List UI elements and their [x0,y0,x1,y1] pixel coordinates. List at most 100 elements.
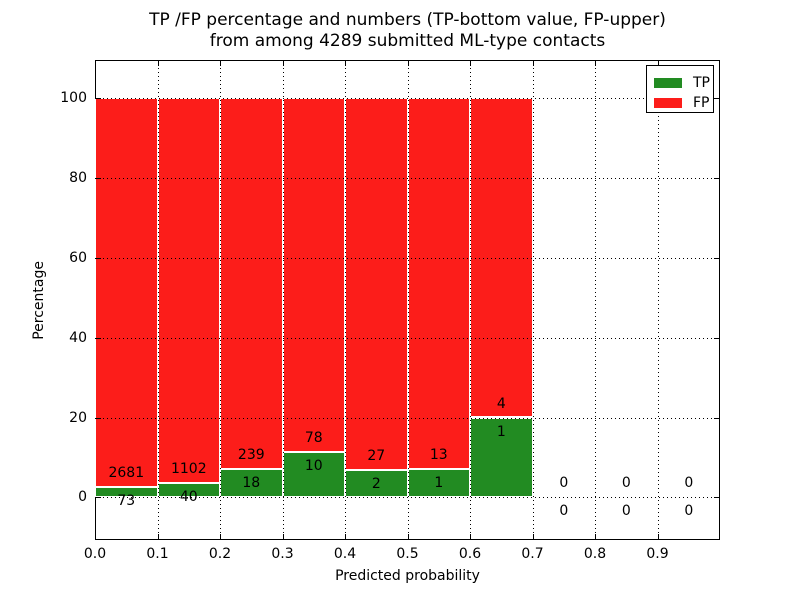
x-tick-label: 0.1 [146,546,169,562]
y-tick-mark [96,178,101,180]
x-tick-label: 0.9 [646,546,669,562]
y-tick-label: 80 [69,170,87,187]
x-tick-mark [220,61,221,66]
x-tick-mark [282,534,284,539]
x-tick-mark [470,61,471,66]
fp-count-label: 0 [559,475,569,492]
chart-title: TP /FP percentage and numbers (TP-bottom… [95,10,720,52]
tp-count-label: 1 [434,474,444,491]
fp-count-label: 4 [496,395,506,412]
x-tick-mark [657,534,659,539]
fp-bar-segment [157,98,220,484]
y-gridline [95,497,720,499]
fp-count-label: 78 [304,430,323,446]
fp-count-label: 0 [621,475,631,492]
chart-title-line1: TP /FP percentage and numbers (TP-bottom… [149,10,666,30]
x-tick-mark [345,534,346,539]
tp-count-label: 0 [684,503,694,520]
fp-bar-segment [282,98,345,452]
fp-count-label: 0 [684,475,694,492]
y-tick-mark [96,337,101,339]
x-gridline [282,60,284,540]
x-tick-mark [157,534,159,539]
tp-count-label: 10 [304,458,323,474]
x-tick-mark [282,61,284,66]
legend-entry-tp: TP [654,73,713,92]
x-tick-mark [407,534,409,539]
tp-count-label: 18 [242,475,261,492]
y-tick-label: 60 [69,249,87,266]
tp-bar-segment [220,469,283,498]
x-tick-mark [345,61,346,66]
fp-bar-segment [345,98,408,470]
tp-bar-segment [407,468,470,498]
x-tick-mark [595,61,596,66]
y-tick-mark [96,417,101,419]
legend-label-tp: TP [693,74,710,91]
chart-title-line2: from among 4289 submitted ML-type contac… [209,31,606,51]
y-axis-label: Percentage [31,260,47,340]
x-gridline [345,60,346,540]
fp-color-swatch [654,97,682,108]
x-tick-label: 0.0 [83,546,107,562]
x-tick-label: 0.4 [333,546,357,562]
x-tick-mark [407,61,409,66]
legend-label-fp: FP [693,94,710,111]
x-gridline [470,60,471,540]
y-tick-mark [714,337,719,339]
x-tick-label: 0.3 [271,546,294,562]
y-gridline [95,417,720,419]
x-gridline [220,60,221,540]
x-tick-mark [95,61,96,66]
x-gridline [532,60,534,540]
x-axis-label: Predicted probability [335,568,480,584]
x-gridline [657,60,659,540]
y-tick-mark [96,98,101,100]
y-tick-mark [714,257,719,259]
fp-count-label: 1102 [170,461,207,478]
legend-entry-fp: FP [654,93,713,112]
fp-bar-segment [220,98,283,470]
fp-count-label: 27 [367,447,386,464]
y-gridline [95,257,720,259]
fp-bar-segment [407,98,470,469]
x-tick-mark [532,534,534,539]
x-tick-mark [532,61,534,66]
tp-bar-segment [95,486,158,498]
fp-bar-segment [95,98,158,487]
x-gridline [595,60,596,540]
tp-bar-segment [345,469,408,498]
tp-color-swatch [654,77,682,88]
legend: TP FP [646,65,714,113]
tp-bar-segment [282,452,345,498]
y-gridline [95,98,720,100]
tp-count-label: 0 [621,503,631,520]
x-gridline [157,60,159,540]
y-gridline [95,337,720,339]
x-tick-mark [220,534,221,539]
y-tick-mark [714,497,719,499]
fp-count-label: 239 [237,447,265,464]
tp-count-label: 0 [559,503,569,520]
y-tick-mark [714,98,719,100]
tp-count-label: 40 [179,489,198,506]
y-tick-mark [96,257,101,259]
y-gridline [95,178,720,180]
x-tick-mark [157,61,159,66]
y-tick-mark [714,178,719,180]
y-tick-label: 100 [60,90,87,107]
x-tick-mark [595,534,596,539]
x-gridline [407,60,409,540]
x-tick-label: 0.2 [208,546,232,562]
x-tick-label: 0.5 [396,546,419,562]
y-tick-label: 0 [78,489,87,506]
x-tick-mark [95,534,96,539]
tp-count-label: 73 [117,492,136,509]
x-tick-mark [470,534,471,539]
fp-count-label: 13 [429,446,448,463]
y-tick-mark [714,417,719,419]
x-tick-label: 0.8 [583,546,607,562]
y-tick-label: 20 [69,409,87,426]
fp-count-label: 2681 [108,464,145,481]
